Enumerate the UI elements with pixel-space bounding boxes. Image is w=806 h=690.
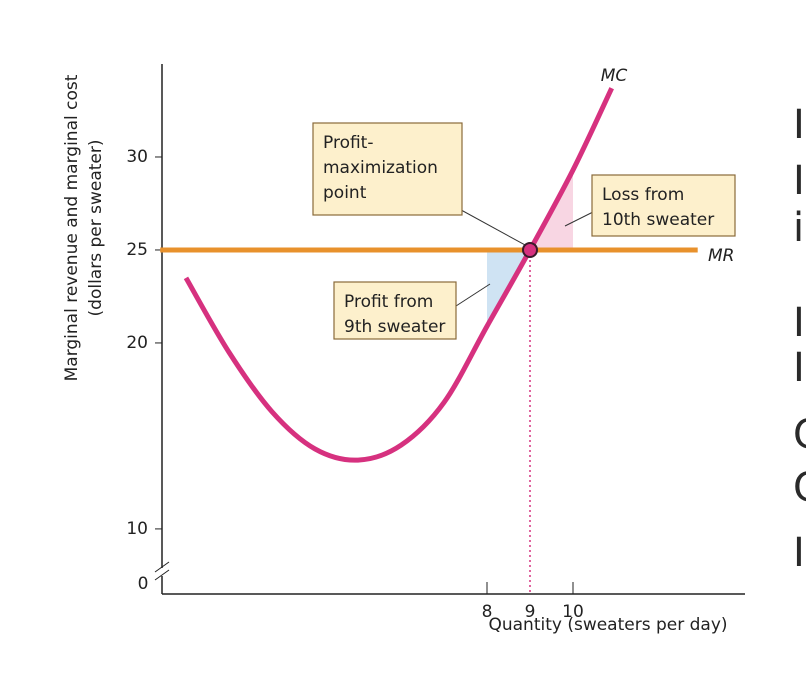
annotation-text: 9th sweater [344, 317, 445, 337]
y-axis-title-line: (dollars per sweater) [86, 140, 106, 317]
axis-break [154, 561, 170, 573]
max-point [522, 241, 538, 258]
y-tick-label: 25 [126, 240, 148, 260]
x-axis-title: Quantity (sweaters per day) [488, 615, 727, 635]
annotation-text: Profit from [344, 292, 433, 312]
annotation-box [333, 281, 457, 340]
x-tick-label: 0 [138, 574, 149, 594]
legend-label: MC [601, 66, 628, 86]
side-text: I [793, 102, 805, 148]
y-tick-label: 20 [126, 333, 148, 353]
side-text: I [793, 158, 805, 204]
annotation-leader [455, 283, 491, 307]
legend-label: MR [708, 246, 734, 266]
annotation-leader [451, 204, 526, 246]
x-tick-label: 8 [482, 602, 493, 622]
annotation-leader [564, 211, 594, 227]
axis-break [154, 569, 170, 581]
side-text: C [793, 412, 806, 458]
side-text: i [793, 205, 804, 251]
annotation-text: Loss from [602, 185, 684, 205]
y-tick-label: 30 [126, 147, 148, 167]
side-text: C [793, 465, 806, 511]
side-text: I [793, 300, 805, 346]
side-text: I [793, 345, 805, 391]
y-axis-title-line: Marginal revenue and marginal cost [62, 74, 82, 381]
annotation-box [591, 174, 736, 237]
annotation-text: maximization [323, 158, 438, 178]
annotation-box [312, 122, 463, 216]
annotation-text: 10th sweater [602, 210, 714, 230]
annotation-text: Profit- [323, 133, 373, 153]
axis-break-gap [156, 568, 168, 576]
y-tick-label: 10 [126, 519, 148, 539]
series-line [183, 87, 614, 463]
y-axis-title: Marginal revenue and marginal cost (doll… [62, 74, 106, 381]
annotation-text: point [323, 183, 367, 203]
side-text: I [793, 530, 805, 576]
x-tick-label: 9 [525, 602, 536, 622]
x-tick-label: 10 [562, 602, 584, 622]
